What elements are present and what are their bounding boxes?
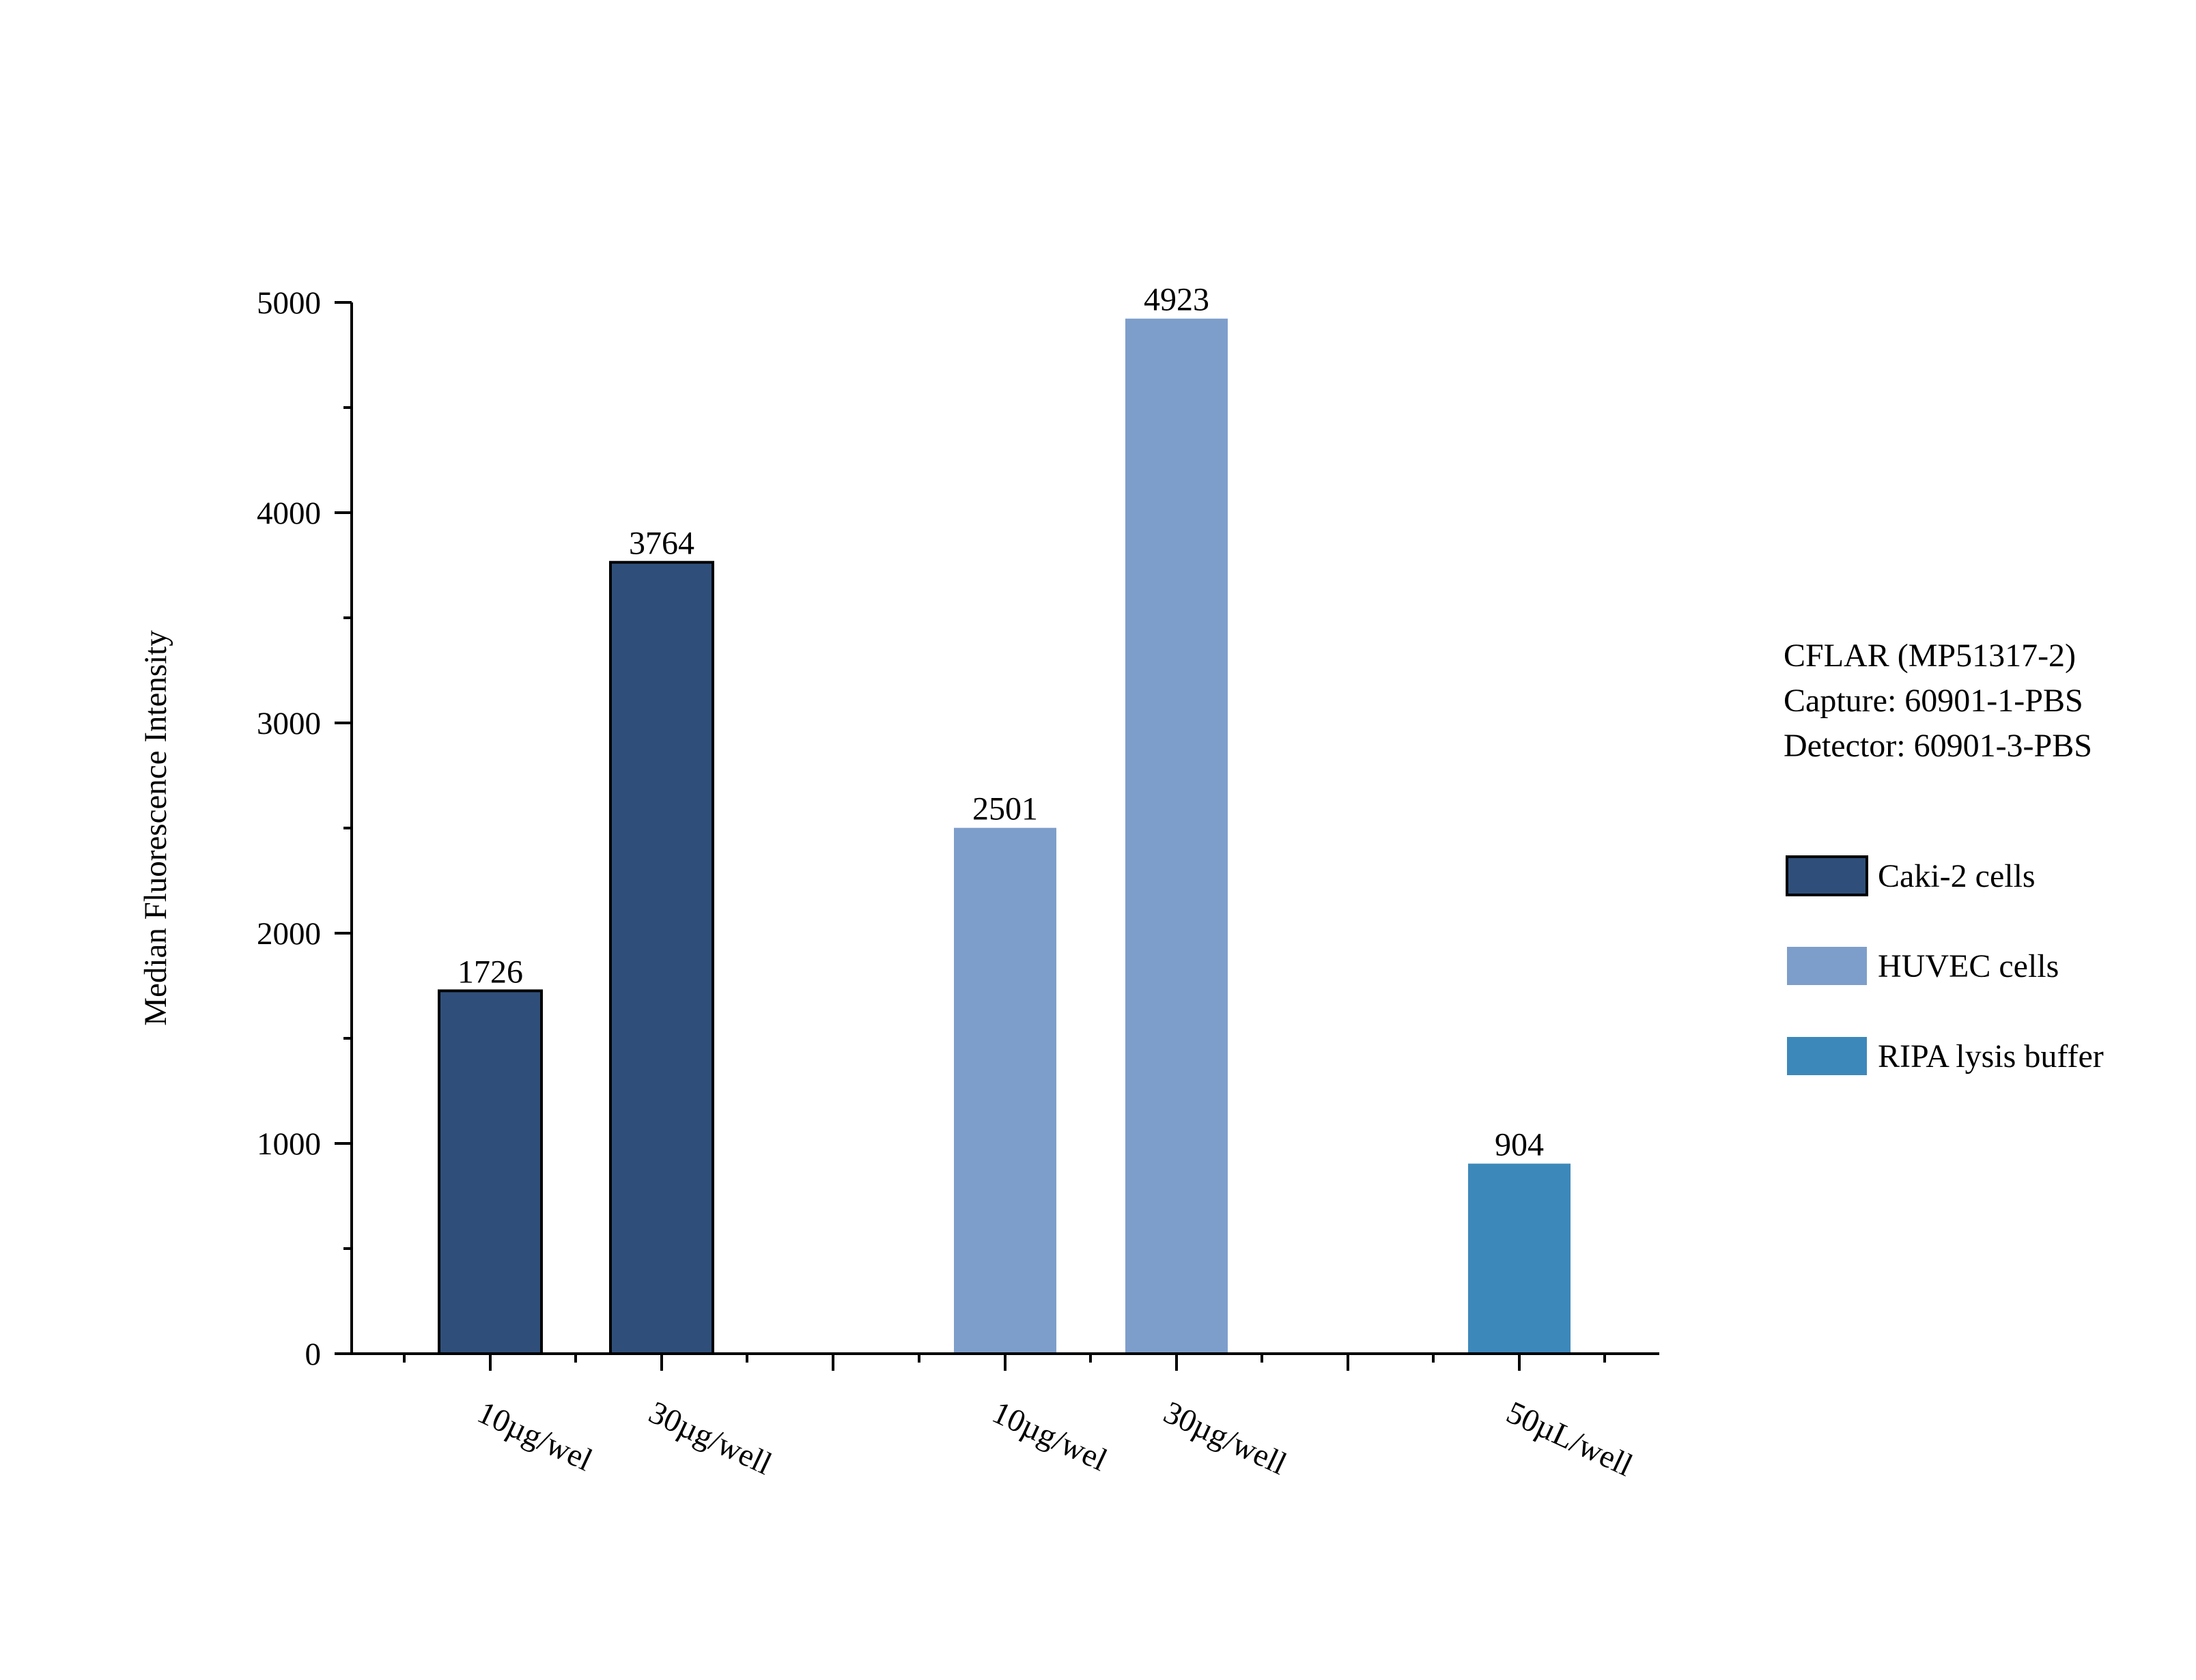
bar-4 (1125, 318, 1228, 1354)
bar-1 (438, 989, 543, 1355)
data-label-2: 3764 (629, 526, 694, 562)
info-line-3: Detector: 60901-3-PBS (1784, 728, 2092, 764)
legend-label-2: HUVEC cells (1878, 948, 2059, 984)
y-tick-label: 4000 (257, 496, 321, 531)
x-tick-label-4: 30µg/well (1158, 1395, 1292, 1482)
legend-label-1: Caki-2 cells (1878, 858, 2036, 894)
chart-info-text: CFLAR (MP51317-2) Capture: 60901-1-PBS Det… (1784, 638, 2092, 764)
data-label-5: 904 (1495, 1127, 1544, 1163)
data-labels: 1726 3764 2501 4923 904 (458, 282, 1544, 1163)
y-axis-ticks: 0 1000 2000 3000 4000 5000 (257, 285, 352, 1372)
y-tick-label: 3000 (257, 706, 321, 741)
info-line-1: CFLAR (MP51317-2) (1784, 638, 2076, 674)
y-axis-title: Median Fluorescence Intensity (138, 630, 173, 1026)
x-tick-label-1: 10µg/wel (472, 1395, 597, 1479)
y-tick-label: 1000 (257, 1126, 321, 1162)
x-tick-label-3: 10µg/wel (987, 1395, 1112, 1479)
y-tick-label: 5000 (257, 285, 321, 321)
x-tick-label-2: 30µg/well (643, 1395, 777, 1482)
x-axis-ticks (403, 1354, 1606, 1371)
data-label-4: 4923 (1144, 282, 1209, 318)
legend-swatch-3 (1787, 1037, 1867, 1075)
bar-3 (954, 827, 1056, 1354)
y-tick-label: 0 (305, 1337, 322, 1372)
bar-5 (1468, 1163, 1571, 1354)
info-line-2: Capture: 60901-1-PBS (1784, 683, 2083, 719)
data-label-3: 2501 (972, 791, 1038, 827)
y-tick-label: 2000 (257, 916, 321, 952)
x-tick-label-5: 50µL/well (1501, 1395, 1637, 1483)
bar-2 (609, 560, 714, 1355)
legend: Caki-2 cells HUVEC cells RIPA lysis buffer (1786, 855, 2104, 1075)
legend-swatch-2 (1787, 947, 1867, 985)
legend-label-3: RIPA lysis buffer (1878, 1038, 2104, 1074)
legend-swatch-1 (1786, 855, 1868, 896)
x-axis-tick-labels: 10µg/wel 30µg/well 10µg/wel 30µg/well 50µL/w… (472, 1395, 1637, 1483)
data-label-1: 1726 (458, 954, 523, 990)
bars (438, 318, 1571, 1355)
